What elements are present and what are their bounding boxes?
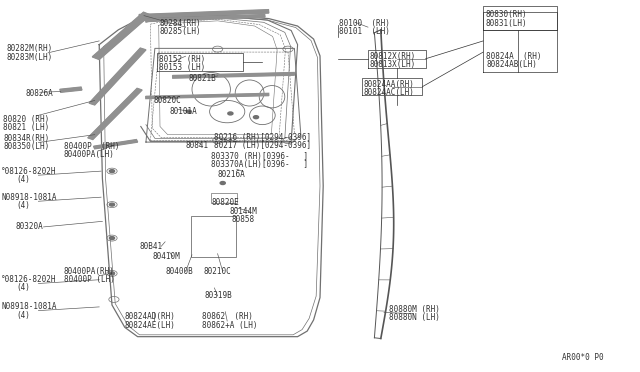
Text: AR00*0 P0: AR00*0 P0 [562,353,604,362]
Text: 80216 (RH)[0294-0396]: 80216 (RH)[0294-0396] [214,133,312,142]
Text: 80152 (RH): 80152 (RH) [159,55,205,64]
Text: 80284(RH): 80284(RH) [160,19,202,28]
Polygon shape [92,12,150,60]
Text: 80862  (RH): 80862 (RH) [202,312,252,321]
Circle shape [109,272,115,275]
Text: 80400PA(LH): 80400PA(LH) [64,150,115,159]
Text: 80824AD(RH): 80824AD(RH) [125,312,175,321]
Circle shape [109,237,115,240]
Text: °08126-8202H: °08126-8202H [1,167,57,176]
Text: N08918-1081A: N08918-1081A [1,193,57,202]
Bar [211,193,237,203]
Bar [191,216,236,257]
Text: 80824AE(LH): 80824AE(LH) [125,321,175,330]
Circle shape [186,110,191,113]
Text: 80282M(RH): 80282M(RH) [6,44,52,53]
Text: 80319B: 80319B [205,291,232,300]
Text: 80400P (LH): 80400P (LH) [64,275,115,284]
Text: °08126-8202H: °08126-8202H [1,275,57,284]
Text: 80820E: 80820E [211,198,239,207]
Text: 80821B: 80821B [189,74,216,83]
Text: 80153 (LH): 80153 (LH) [159,63,205,72]
Text: 80820 (RH): 80820 (RH) [3,115,49,124]
Circle shape [109,203,115,206]
Polygon shape [146,93,269,99]
Text: 80834R(RH): 80834R(RH) [3,134,49,143]
Text: 80B41: 80B41 [140,242,163,251]
Text: 80826A: 80826A [26,89,53,97]
Text: 80216A: 80216A [218,170,245,179]
Text: 80400B: 80400B [165,267,193,276]
Text: 803370 (RH)[0396-   ]: 803370 (RH)[0396- ] [211,152,308,161]
Circle shape [220,182,225,185]
Circle shape [253,116,259,119]
Text: 80283M(LH): 80283M(LH) [6,53,52,62]
Text: N08918-1081A: N08918-1081A [1,302,57,311]
Text: 80824A  (RH): 80824A (RH) [486,52,542,61]
Polygon shape [146,15,265,22]
Text: 80210C: 80210C [204,267,231,276]
Text: 80144M: 80144M [229,207,257,216]
Text: 808350(LH): 808350(LH) [3,142,49,151]
Text: 80820C: 80820C [154,96,181,105]
Polygon shape [60,87,82,92]
Text: 80101A: 80101A [170,107,197,116]
Polygon shape [93,140,138,149]
Text: 80858: 80858 [232,215,255,224]
Polygon shape [173,73,294,78]
Text: (4): (4) [16,201,30,210]
Text: 80880N (LH): 80880N (LH) [389,313,440,322]
Text: 80824AA(RH): 80824AA(RH) [364,80,414,89]
Text: 80830(RH): 80830(RH) [485,10,527,19]
Text: 80217 (LH)[0294-0396]: 80217 (LH)[0294-0396] [214,141,312,150]
Text: (4): (4) [16,283,30,292]
Text: 80400PA(RH): 80400PA(RH) [64,267,115,276]
Text: 80101  (LH): 80101 (LH) [339,27,390,36]
Text: 80812X(RH): 80812X(RH) [370,52,416,61]
Text: 80821 (LH): 80821 (LH) [3,123,49,132]
Text: 80320A: 80320A [16,222,44,231]
Text: 80400P  (RH): 80400P (RH) [64,142,120,151]
Text: (4): (4) [16,311,30,320]
Polygon shape [89,48,146,105]
Text: 80862+A (LH): 80862+A (LH) [202,321,257,330]
Text: 80824AC(LH): 80824AC(LH) [364,89,414,97]
Circle shape [228,112,233,115]
Text: 80824AB(LH): 80824AB(LH) [486,60,537,69]
Text: 80410M: 80410M [152,252,180,261]
Circle shape [109,170,115,173]
Polygon shape [88,88,142,140]
Polygon shape [139,10,269,18]
Text: 80813X(LH): 80813X(LH) [370,60,416,69]
Text: 80285(LH): 80285(LH) [160,27,202,36]
Text: 80100  (RH): 80100 (RH) [339,19,390,28]
Text: 80880M (RH): 80880M (RH) [389,305,440,314]
Text: 80831(LH): 80831(LH) [485,19,527,28]
Text: 80841: 80841 [186,141,209,150]
Text: (4): (4) [16,175,30,184]
Text: 803370A(LH)[0396-   ]: 803370A(LH)[0396- ] [211,160,308,169]
